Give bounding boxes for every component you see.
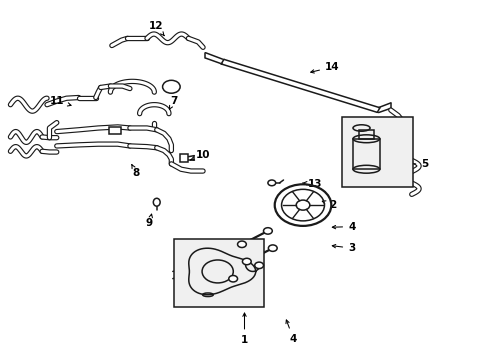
Text: 11: 11 xyxy=(49,96,71,106)
Circle shape xyxy=(267,180,275,186)
Circle shape xyxy=(162,80,180,93)
Bar xyxy=(352,139,379,169)
Text: 9: 9 xyxy=(145,214,153,228)
Text: 7: 7 xyxy=(169,96,177,109)
Text: 14: 14 xyxy=(310,62,339,73)
Circle shape xyxy=(228,275,237,282)
Bar xyxy=(341,117,412,187)
Text: 1: 1 xyxy=(241,313,247,345)
Bar xyxy=(179,154,188,162)
Text: 3: 3 xyxy=(332,243,355,253)
Circle shape xyxy=(254,262,263,269)
Text: 10: 10 xyxy=(190,150,210,160)
Text: 4: 4 xyxy=(285,320,296,343)
Text: 4: 4 xyxy=(332,222,355,231)
Bar xyxy=(109,127,121,134)
Text: 5: 5 xyxy=(404,159,427,169)
Circle shape xyxy=(242,258,251,265)
Bar xyxy=(173,239,264,307)
Text: 2: 2 xyxy=(322,200,335,210)
Circle shape xyxy=(268,245,277,251)
Circle shape xyxy=(237,241,246,248)
Circle shape xyxy=(263,228,272,234)
Text: 8: 8 xyxy=(132,165,140,178)
Text: 13: 13 xyxy=(302,179,322,189)
Ellipse shape xyxy=(153,198,160,206)
Bar xyxy=(358,130,373,139)
Text: 12: 12 xyxy=(148,21,164,36)
Text: 6: 6 xyxy=(372,118,391,128)
